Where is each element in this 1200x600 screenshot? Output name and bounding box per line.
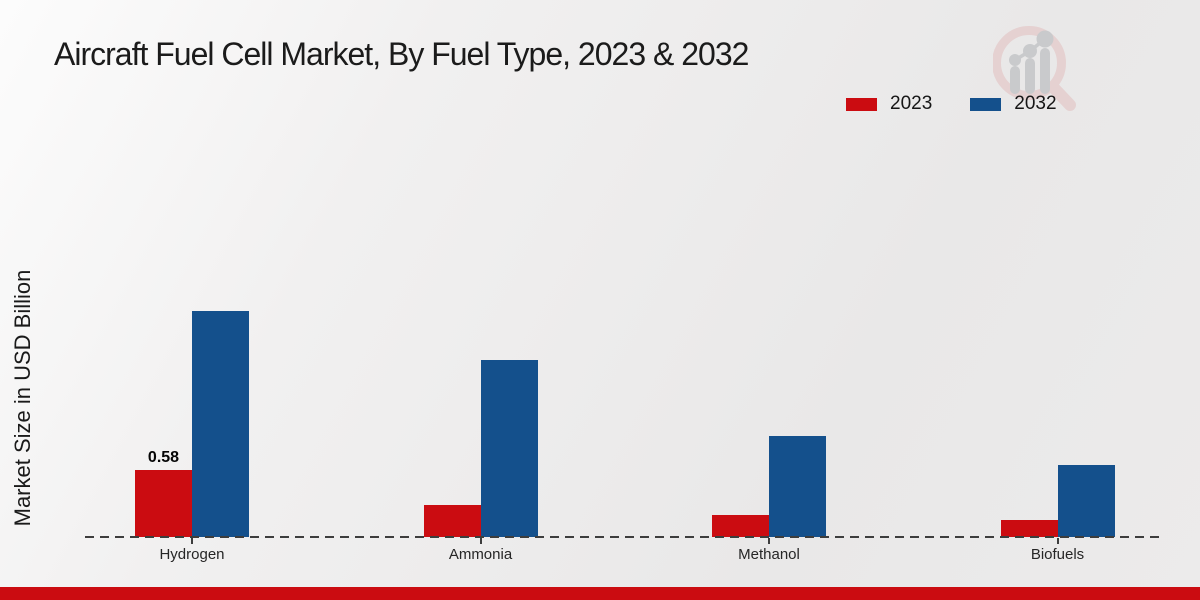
bar-2032-hydrogen [192,311,249,537]
x-axis-label-hydrogen: Hydrogen [159,546,225,563]
bar-2023-biofuels [1000,520,1058,537]
x-axis-label-ammonia: Ammonia [448,546,513,563]
x-axis-tick [1056,538,1059,544]
legend-item-2032: 2032 [970,93,1057,115]
legend-swatch-2023 [846,97,877,111]
bar-2023-hydrogen [135,470,192,537]
x-axis-baseline [85,536,1165,538]
magnifier-bar-chart-logo-icon [993,26,1076,111]
x-axis-tick [768,538,770,544]
x-axis-label-methanol: Methanol [738,546,800,563]
bar-2023-methanol [712,515,769,537]
legend-swatch-2032 [970,97,1002,111]
footer-accent-bar [0,587,1200,600]
legend: 2023 2032 [846,93,1057,115]
x-axis-label-biofuels: Biofuels [1030,546,1085,563]
chart-title: Aircraft Fuel Cell Market, By Fuel Type,… [54,36,749,72]
bar-value-label: 0.58 [147,449,180,466]
x-axis-tick [191,538,193,544]
bar-2032-biofuels [1057,465,1115,537]
bar-2023-ammonia [423,505,481,537]
bar-2032-methanol [769,436,826,537]
legend-label-2032: 2032 [1014,93,1057,114]
bar-2032-ammonia [480,360,538,537]
x-axis-tick [479,538,482,544]
legend-item-2023: 2023 [846,93,932,115]
legend-label-2023: 2023 [890,93,933,114]
